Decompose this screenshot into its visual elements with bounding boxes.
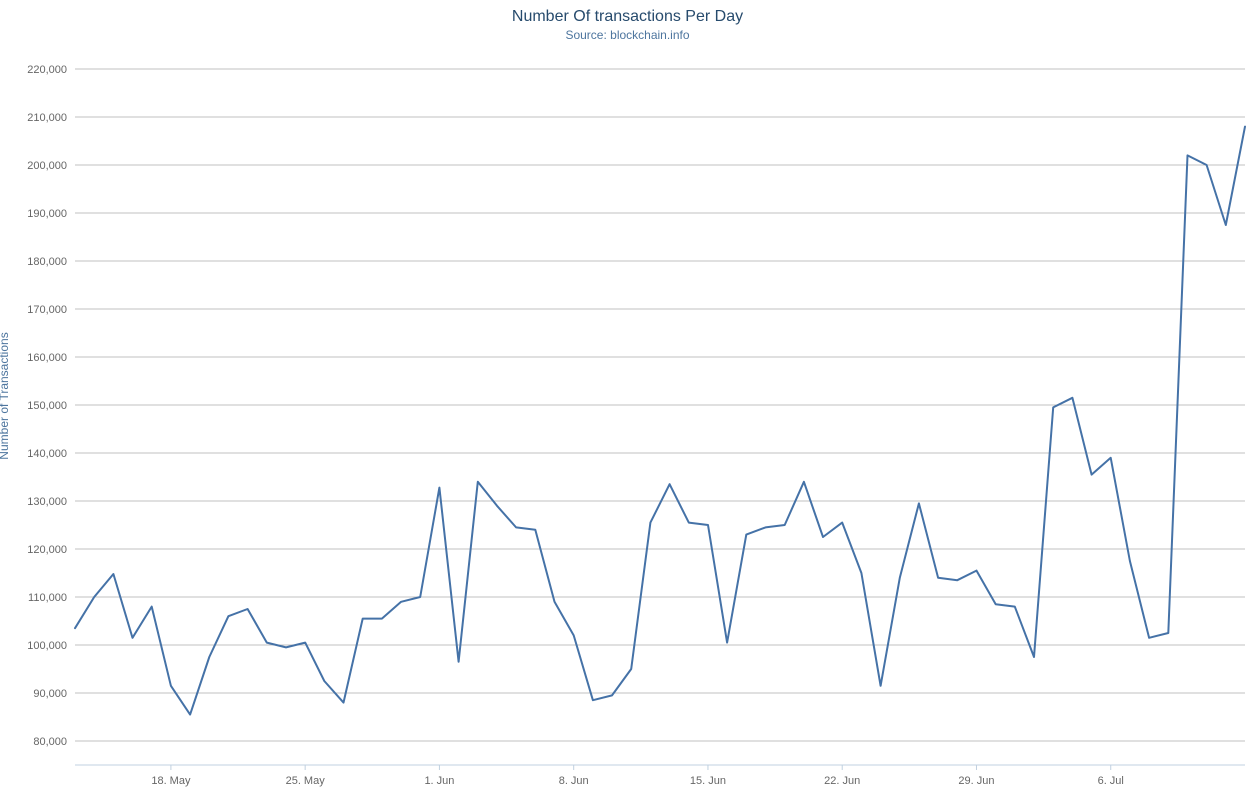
x-tick-label: 25. May <box>286 775 326 787</box>
y-tick-label: 200,000 <box>27 160 67 172</box>
y-tick-label: 210,000 <box>27 112 67 124</box>
x-tick-label: 8. Jun <box>559 775 589 787</box>
y-tick-label: 180,000 <box>27 256 67 268</box>
series-line-transactions <box>75 127 1245 715</box>
y-tick-label: 80,000 <box>33 736 67 748</box>
chart-container: Number Of transactions Per Day Source: b… <box>0 0 1255 791</box>
x-tick-label: 15. Jun <box>690 775 726 787</box>
y-tick-label: 130,000 <box>27 496 67 508</box>
x-tick-label: 29. Jun <box>958 775 994 787</box>
y-tick-label: 190,000 <box>27 208 67 220</box>
y-tick-label: 90,000 <box>33 688 67 700</box>
y-tick-label: 120,000 <box>27 544 67 556</box>
y-tick-label: 140,000 <box>27 448 67 460</box>
y-tick-label: 100,000 <box>27 640 67 652</box>
y-tick-label: 160,000 <box>27 352 67 364</box>
y-tick-label: 170,000 <box>27 304 67 316</box>
x-tick-label: 6. Jul <box>1098 775 1124 787</box>
x-tick-label: 1. Jun <box>424 775 454 787</box>
y-tick-label: 150,000 <box>27 400 67 412</box>
y-tick-label: 220,000 <box>27 64 67 76</box>
x-tick-label: 22. Jun <box>824 775 860 787</box>
y-tick-label: 110,000 <box>28 592 67 604</box>
x-tick-label: 18. May <box>151 775 191 787</box>
chart-svg: 80,000 90,000 100,000 110,000 120,000 130,000… <box>0 0 1255 791</box>
